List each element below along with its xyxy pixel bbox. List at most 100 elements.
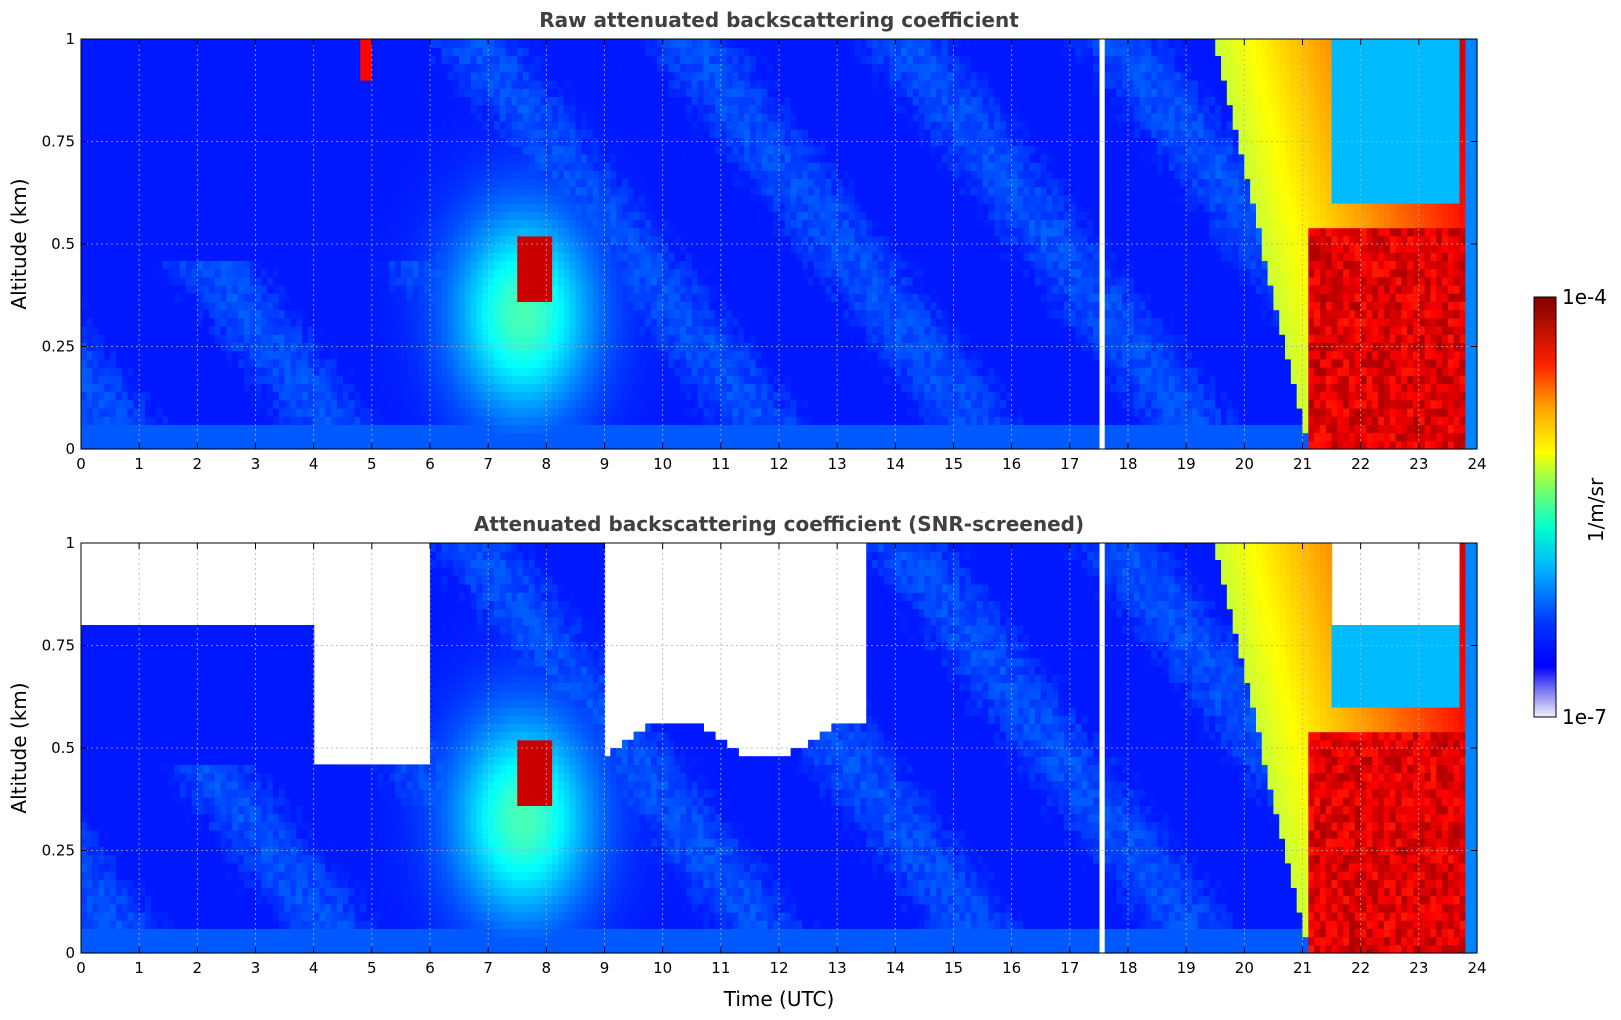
- heatmap-cell: [302, 268, 309, 278]
- heatmap-cell: [575, 129, 582, 138]
- heatmap-cell: [569, 268, 577, 278]
- heatmap-cell: [284, 211, 291, 220]
- heatmap-cell: [633, 301, 640, 311]
- heatmap-cell: [517, 285, 524, 294]
- heatmap-cell: [139, 309, 146, 319]
- heatmap-cell: [482, 112, 489, 122]
- heatmap-cell: [203, 203, 210, 212]
- heatmap-cell: [139, 350, 146, 360]
- heatmap-cell: [168, 309, 175, 319]
- heatmap-cell: [569, 309, 577, 319]
- heatmap-cell: [302, 440, 309, 450]
- heatmap-cell: [575, 317, 582, 327]
- heatmap-cell: [627, 39, 635, 48]
- heatmap-cell: [86, 219, 94, 229]
- heatmap-cell: [383, 432, 390, 442]
- heatmap-cell: [418, 301, 425, 311]
- heatmap-cell: [220, 145, 228, 155]
- heatmap-cell: [185, 121, 193, 130]
- heatmap-cell: [645, 350, 652, 360]
- heatmap-cell: [331, 71, 338, 81]
- heatmap-cell: [110, 260, 117, 270]
- heatmap-cell: [203, 194, 210, 204]
- heatmap-cell: [546, 276, 553, 286]
- heatmap-cell: [488, 88, 495, 97]
- heatmap-cell: [371, 276, 379, 286]
- heatmap-cell: [621, 96, 629, 106]
- heatmap-cell: [179, 47, 187, 56]
- heatmap-cell: [232, 309, 239, 319]
- heatmap-cell: [81, 334, 88, 343]
- heatmap-cell: [412, 424, 419, 434]
- heatmap-cell: [639, 129, 646, 138]
- heatmap-cell: [441, 268, 449, 278]
- heatmap-cell: [470, 293, 478, 302]
- heatmap-cell: [592, 326, 600, 335]
- heatmap-cell: [354, 39, 361, 48]
- heatmap-cell: [447, 55, 454, 65]
- heatmap-cell: [621, 203, 629, 212]
- heatmap-cell: [377, 145, 385, 155]
- heatmap-cell: [470, 367, 478, 376]
- heatmap-cell: [598, 162, 606, 171]
- heatmap-cell: [168, 235, 175, 245]
- heatmap-cell: [168, 301, 175, 311]
- heatmap-cell: [267, 88, 274, 97]
- heatmap-cell: [179, 334, 187, 343]
- heatmap-cell: [179, 276, 187, 286]
- heatmap-cell: [435, 301, 443, 311]
- heatmap-cell: [214, 170, 222, 179]
- heatmap-cell: [185, 112, 193, 122]
- heatmap-cell: [296, 88, 303, 97]
- heatmap-cell: [569, 383, 577, 393]
- heatmap-cell: [540, 326, 547, 335]
- heatmap-cell: [645, 358, 652, 368]
- heatmap-cell: [110, 203, 117, 212]
- heatmap-cell: [616, 55, 623, 65]
- heatmap-cell: [488, 350, 495, 360]
- heatmap-cell: [162, 440, 169, 450]
- heatmap-cell: [331, 309, 338, 319]
- heatmap-cell: [220, 285, 228, 294]
- heatmap-cell: [104, 186, 111, 196]
- heatmap-cell: [476, 424, 483, 434]
- heatmap-cell: [639, 88, 646, 97]
- heatmap-cell: [348, 285, 355, 294]
- heatmap-cell: [185, 104, 193, 114]
- heatmap-cell: [459, 293, 466, 302]
- heatmap-cell: [406, 153, 414, 163]
- heatmap-cell: [307, 39, 315, 48]
- heatmap-cell: [226, 268, 233, 278]
- heatmap-cell: [174, 47, 181, 56]
- heatmap-cell: [499, 39, 507, 48]
- heatmap-cell: [348, 440, 355, 450]
- heatmap-cell: [261, 129, 268, 138]
- heatmap-cell: [534, 260, 542, 270]
- heatmap-cell: [389, 96, 396, 106]
- heatmap-cell: [441, 408, 449, 417]
- heatmap-cell: [150, 178, 158, 188]
- heatmap-cell: [98, 358, 105, 368]
- heatmap-cell: [290, 317, 297, 327]
- heatmap-cell: [302, 227, 309, 237]
- heatmap-cell: [383, 424, 390, 434]
- heatmap-cell: [232, 194, 239, 204]
- heatmap-cell: [319, 424, 326, 434]
- heatmap-cell: [162, 219, 169, 229]
- heatmap-cell: [226, 153, 233, 163]
- heatmap-cell: [325, 235, 332, 245]
- heatmap-cell: [110, 408, 117, 417]
- heatmap-cell: [546, 350, 553, 360]
- heatmap-cell: [267, 178, 274, 188]
- heatmap-cell: [645, 342, 652, 352]
- heatmap-cell: [534, 358, 542, 368]
- heatmap-cell: [307, 63, 315, 73]
- heatmap-cell: [115, 203, 123, 212]
- heatmap-cell: [336, 399, 344, 409]
- heatmap-cell: [238, 203, 245, 212]
- heatmap-cell: [464, 309, 472, 319]
- heatmap-cell: [639, 63, 646, 73]
- heatmap-cell: [336, 293, 344, 302]
- heatmap-cell: [552, 260, 559, 270]
- heatmap-cell: [546, 375, 553, 384]
